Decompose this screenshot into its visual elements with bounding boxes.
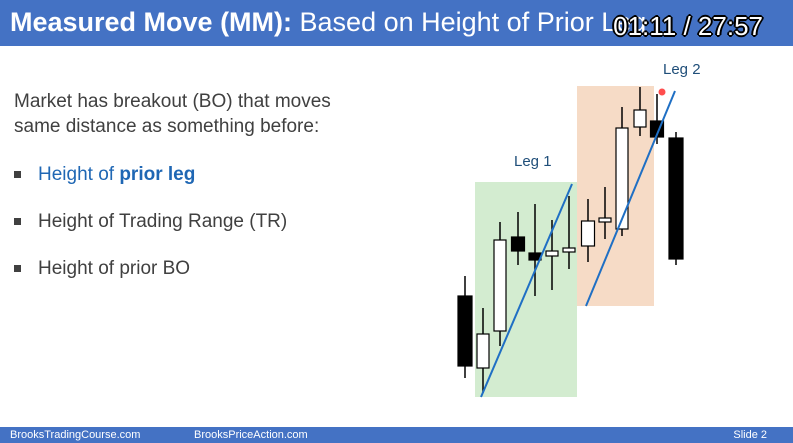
leg1-label: Leg 1	[514, 153, 552, 170]
candle-4-body	[510, 236, 526, 252]
candle-10-body	[615, 127, 629, 230]
candle-13	[668, 132, 684, 265]
leg1-trendline	[480, 183, 573, 398]
candle-2-body	[476, 333, 490, 369]
video-timer: 01:11 / 27:57	[613, 11, 763, 41]
candle-10	[615, 107, 629, 236]
bullet-square-icon	[14, 171, 21, 178]
candle-8-body	[580, 220, 596, 247]
candle-7-body	[562, 247, 576, 253]
bullet-square-icon	[14, 265, 21, 272]
candle-11	[633, 87, 647, 136]
intro-text: Market has breakout (BO) that moves same…	[14, 91, 331, 137]
cursor-marker	[658, 88, 666, 96]
candle-13-body	[668, 137, 684, 260]
bullet-prior-bo-text: Height of prior BO	[38, 258, 191, 279]
candle-2	[476, 308, 490, 393]
footer-left-site: BrooksTradingCourse.com	[10, 429, 141, 441]
candle-1	[457, 276, 473, 378]
leg2-label: Leg 2	[663, 61, 701, 78]
slide-number: Slide 2	[733, 429, 767, 441]
candle-8	[580, 199, 596, 262]
footer-center-site: BrooksPriceAction.com	[194, 429, 308, 441]
candle-7	[562, 196, 576, 269]
bullet-square-icon	[14, 218, 21, 225]
candle-9	[598, 187, 612, 239]
slide-title: Measured Move (MM): Based on Height of P…	[10, 4, 646, 40]
candle-6-body	[545, 250, 559, 257]
bullet-prior-leg-text: Height of	[38, 164, 120, 185]
bullet-prior-leg-strong: prior leg	[119, 164, 196, 185]
title-bold: Measured Move (MM):	[10, 7, 293, 37]
candlesticks	[457, 87, 684, 393]
title-rest: Based on Height of Prior Leg	[292, 7, 647, 37]
slide-footer: BrooksTradingCourse.com BrooksPriceActio…	[0, 427, 793, 443]
candle-1-body	[457, 295, 473, 367]
candle-3	[493, 222, 507, 346]
candle-3-body	[493, 239, 507, 332]
leg2-trendline	[585, 90, 676, 307]
candle-4	[510, 212, 526, 265]
slide-header: Measured Move (MM): Based on Height of P…	[0, 0, 793, 46]
candle-11-body	[633, 109, 647, 128]
bullet-trading-range-text: Height of Trading Range (TR)	[38, 211, 288, 232]
candle-9-body	[598, 217, 612, 223]
